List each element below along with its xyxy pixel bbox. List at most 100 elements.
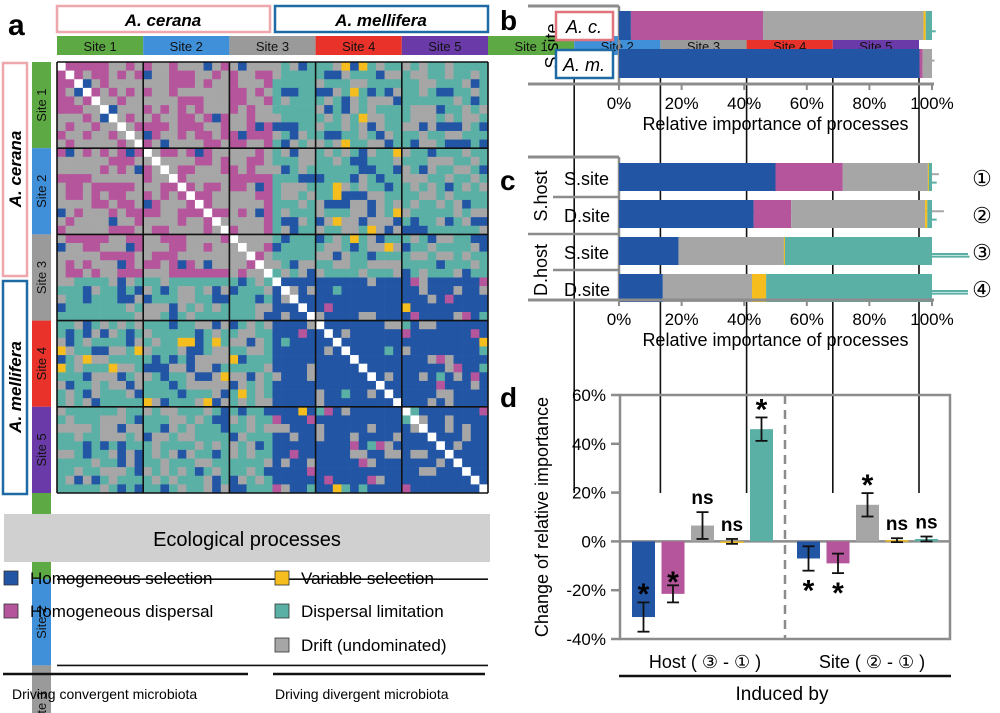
heatmap-cell <box>82 122 92 132</box>
heatmap-cell <box>324 372 334 382</box>
heatmap-cell <box>186 70 196 80</box>
heatmap-cell <box>298 148 308 158</box>
heatmap-cell <box>220 79 230 89</box>
heatmap-cell <box>143 432 153 442</box>
bar-segment-variable-selection <box>752 274 767 302</box>
heatmap-cell <box>272 355 282 364</box>
heatmap-cell <box>238 243 247 252</box>
heatmap-cell <box>315 96 325 106</box>
heatmap-cell <box>375 199 385 209</box>
heatmap-cell <box>108 398 118 408</box>
heatmap-cell <box>289 174 299 183</box>
heatmap-cell <box>100 260 110 270</box>
heatmap-cell <box>401 329 411 339</box>
heatmap-cell <box>143 467 153 477</box>
heatmap-cell <box>160 372 170 382</box>
heatmap-cell <box>134 251 144 261</box>
heatmap-cell <box>229 174 239 183</box>
heatmap-cell <box>470 329 480 339</box>
heatmap-cell <box>134 268 144 278</box>
heatmap-cell <box>100 432 110 442</box>
heatmap-cell <box>82 389 92 399</box>
x-tick-label: 20% <box>665 94 699 113</box>
heatmap-cell <box>220 484 230 494</box>
heatmap-cell <box>341 337 351 347</box>
heatmap-cell <box>194 208 204 218</box>
heatmap-cell <box>324 191 334 201</box>
heatmap-cell <box>65 432 75 442</box>
heatmap-cell <box>246 122 256 132</box>
heatmap-cell <box>401 113 411 123</box>
heatmap-cell <box>462 225 472 235</box>
heatmap-cell <box>151 458 161 468</box>
heatmap-cell <box>384 260 394 270</box>
heatmap-cell <box>324 174 334 183</box>
heatmap-cell <box>427 234 437 244</box>
heatmap-cell <box>324 484 334 494</box>
heatmap-cell <box>367 441 377 451</box>
heatmap-cell <box>177 105 187 115</box>
heatmap-cell <box>427 329 437 339</box>
heatmap-cell <box>358 260 368 270</box>
heatmap-cell <box>143 329 153 339</box>
heatmap-cell <box>419 406 428 416</box>
heatmap-cell <box>203 432 213 442</box>
heatmap-cell <box>65 449 75 459</box>
heatmap-cell <box>186 217 196 227</box>
heatmap-cell <box>281 389 291 399</box>
heatmap-cell <box>462 182 472 192</box>
heatmap-cell <box>263 406 273 416</box>
heatmap-cell <box>82 355 92 364</box>
heatmap-cell <box>203 182 213 192</box>
heatmap-cell <box>272 122 282 132</box>
heatmap-cell <box>358 130 368 140</box>
heatmap-cell <box>169 174 178 183</box>
heatmap-cell <box>393 217 403 227</box>
heatmap-cell <box>393 449 403 459</box>
heatmap-cell <box>177 329 187 339</box>
heatmap-cell <box>350 62 359 71</box>
heatmap-cell <box>263 432 273 442</box>
heatmap-cell <box>350 251 359 261</box>
heatmap-cell <box>410 113 420 123</box>
heatmap-cell <box>220 182 230 192</box>
heatmap-cell <box>332 303 342 313</box>
heatmap-cell <box>220 398 230 408</box>
heatmap-cell <box>470 260 480 270</box>
heatmap-cell <box>298 424 308 433</box>
heatmap-cell <box>100 122 110 132</box>
heatmap-cell <box>306 156 316 166</box>
heatmap-cell <box>289 372 299 382</box>
heatmap-cell <box>453 208 463 218</box>
heatmap-cell <box>177 225 187 235</box>
heatmap-cell <box>186 191 196 201</box>
heatmap-cell <box>419 294 428 304</box>
heatmap-cell <box>203 191 213 201</box>
heatmap-cell <box>100 363 110 373</box>
heatmap-cell <box>332 113 342 123</box>
heatmap-cell <box>160 148 170 158</box>
heatmap-cell <box>186 277 196 287</box>
heatmap-cell <box>246 234 256 244</box>
site-header-left-label: Site 3 <box>34 692 49 713</box>
heatmap-cell <box>479 329 489 339</box>
heatmap-cell <box>358 243 368 252</box>
heatmap-cell <box>462 234 472 244</box>
heatmap-cell <box>177 398 187 408</box>
heatmap-cell <box>246 303 256 313</box>
heatmap-cell <box>350 87 359 97</box>
heatmap-cell <box>65 225 75 235</box>
heatmap-cell <box>212 286 222 296</box>
heatmap-cell <box>272 346 282 356</box>
heatmap-cell <box>203 70 213 80</box>
heatmap-cell <box>306 311 316 321</box>
heatmap-cell <box>151 191 161 201</box>
heatmap-cell <box>151 156 161 166</box>
heatmap-cell <box>169 79 178 89</box>
heatmap-cell <box>82 406 92 416</box>
heatmap-cell <box>298 337 308 347</box>
heatmap-cell <box>324 406 334 416</box>
heatmap-cell <box>384 337 394 347</box>
heatmap-cell <box>74 79 84 89</box>
